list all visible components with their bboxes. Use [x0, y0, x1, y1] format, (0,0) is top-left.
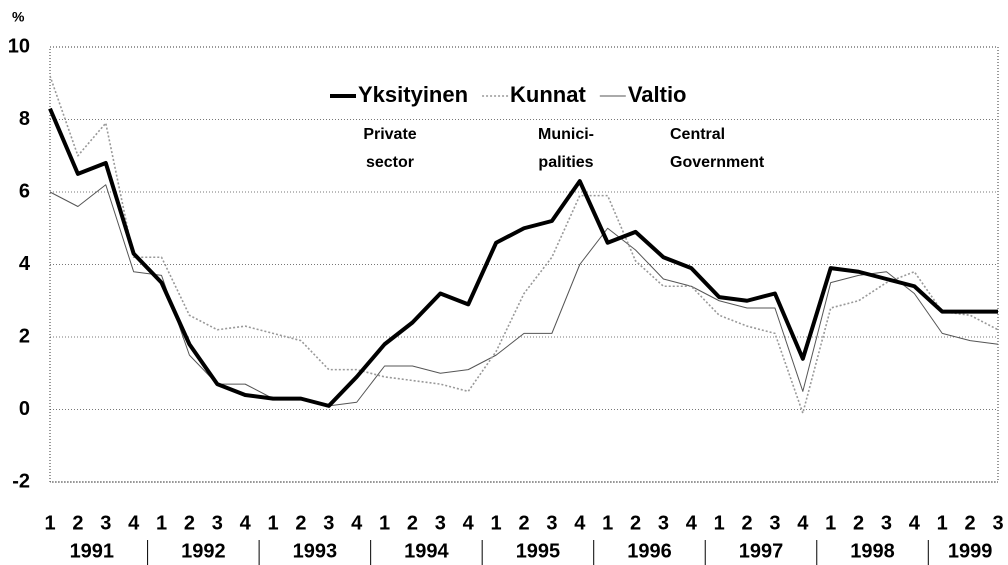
series-line	[49, 75, 999, 414]
x-tick-label: 1	[267, 512, 278, 534]
annotation: sector	[366, 154, 414, 171]
x-tick-label: 3	[658, 512, 669, 534]
x-tick-label: 3	[546, 512, 557, 534]
x-tick-label: 1	[379, 512, 390, 534]
x-tick-label: 4	[351, 512, 363, 534]
year-label: 1998	[850, 540, 895, 562]
annotation: Private	[363, 126, 416, 143]
annotation: palities	[538, 154, 593, 171]
x-tick-label: 4	[128, 512, 140, 534]
x-tick-label: 2	[407, 512, 418, 534]
x-tick-label: 4	[909, 512, 921, 534]
x-tick-label: 3	[769, 512, 780, 534]
y-tick-label: 10	[8, 35, 30, 57]
year-label: 1997	[739, 540, 784, 562]
x-tick-label: 4	[463, 512, 475, 534]
plot-frame	[49, 46, 999, 483]
y-tick-label: 8	[19, 108, 30, 130]
x-tick-label: 1	[714, 512, 725, 534]
x-tick-label: 2	[72, 512, 83, 534]
y-tick-label: 0	[19, 398, 30, 420]
x-tick-label: 2	[184, 512, 195, 534]
x-tick-label: 3	[212, 512, 223, 534]
x-tick-label: 2	[741, 512, 752, 534]
y-tick-label: 4	[19, 253, 31, 275]
x-tick-label: 1	[156, 512, 167, 534]
year-label: 1993	[293, 540, 338, 562]
x-tick-label: 2	[853, 512, 864, 534]
x-tick-label: 4	[686, 512, 698, 534]
x-tick-label: 1	[44, 512, 55, 534]
y-tick-label: 2	[19, 325, 30, 347]
x-tick-label: 4	[574, 512, 586, 534]
series-line	[48, 107, 998, 408]
x-tick-label: 3	[323, 512, 334, 534]
annotation: Central	[670, 126, 725, 143]
x-tick-label: 2	[630, 512, 641, 534]
year-label: 1991	[70, 540, 115, 562]
x-tick-label: 4	[797, 512, 809, 534]
year-label: 1992	[181, 540, 226, 562]
x-tick-label: 1	[602, 512, 613, 534]
annotation: Government	[670, 154, 765, 171]
x-tick-label: 2	[965, 512, 976, 534]
x-tick-label: 3	[435, 512, 446, 534]
y-unit-label: %	[12, 9, 25, 25]
annotation: Munici-	[538, 126, 594, 143]
x-tick-label: 4	[240, 512, 252, 534]
legend-label: Valtio	[628, 82, 687, 107]
x-tick-label: 2	[518, 512, 529, 534]
x-tick-label: 1	[825, 512, 836, 534]
year-label: 1999	[948, 540, 993, 562]
x-tick-label: 3	[881, 512, 892, 534]
x-tick-label: 1	[491, 512, 502, 534]
legend-label: Kunnat	[510, 82, 586, 107]
x-tick-label: 3	[992, 512, 1003, 534]
year-label: 1994	[404, 540, 449, 562]
x-tick-label: 2	[295, 512, 306, 534]
legend-label: Yksityinen	[358, 82, 468, 107]
year-label: 1996	[627, 540, 672, 562]
year-label: 1995	[516, 540, 561, 562]
x-tick-label: 1	[937, 512, 948, 534]
y-tick-label: -2	[12, 470, 30, 492]
x-tick-label: 3	[100, 512, 111, 534]
y-tick-label: 6	[19, 180, 30, 202]
series-line	[49, 184, 999, 407]
